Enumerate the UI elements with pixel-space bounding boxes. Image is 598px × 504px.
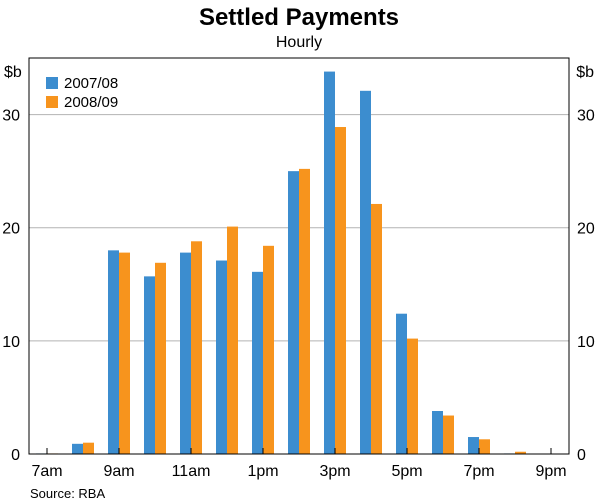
plot-frame <box>28 57 570 455</box>
y-tick-label-right: 10 <box>577 334 595 351</box>
bar-2008-09-7pm <box>479 439 490 454</box>
y-axis-right: 0 10 20 30 <box>577 108 595 464</box>
bar-2007-08-3pm <box>324 71 335 454</box>
bar-2008-09-10am <box>155 262 166 454</box>
source-note: Source: RBA <box>30 486 105 501</box>
y-tick-label-right: 20 <box>577 221 595 238</box>
bar-2008-09-8pm <box>515 451 526 454</box>
x-tick-label: 5pm <box>391 463 422 480</box>
y-tick-label-right: 0 <box>577 447 586 464</box>
legend-label-2008-09: 2008/09 <box>64 94 118 111</box>
bar-2007-08-12pm <box>216 260 227 454</box>
bar-2007-08-6pm <box>432 411 443 454</box>
bar-2008-09-1pm <box>263 245 274 454</box>
bar-2007-08-7pm <box>468 437 479 454</box>
y-tick-label-left: 10 <box>2 334 20 351</box>
x-tick-label: 9am <box>103 463 134 480</box>
bar-2008-09-5pm <box>407 338 418 454</box>
bar-2007-08-5pm <box>396 313 407 454</box>
y-axis-unit-left: $b <box>4 64 22 81</box>
bars <box>36 71 526 454</box>
x-tick-label: 7am <box>31 463 62 480</box>
x-tick-label: 1pm <box>247 463 278 480</box>
bar-2008-09-4pm <box>371 203 382 454</box>
bar-2008-09-2pm <box>299 168 310 454</box>
bar-2007-08-11am <box>180 252 191 454</box>
bar-2008-09-3pm <box>335 127 346 454</box>
legend-label-2007-08: 2007/08 <box>64 75 118 92</box>
bar-2007-08-1pm <box>252 271 263 454</box>
bar-2007-08-9am <box>108 250 119 454</box>
x-tick-label: 11am <box>172 463 211 480</box>
legend-swatch-2007-08 <box>46 77 58 89</box>
chart-subtitle: Hourly <box>276 34 322 51</box>
bar-2008-09-6pm <box>443 415 454 454</box>
bar-2008-09-11am <box>191 241 202 454</box>
x-axis: 7am 9am 11am 1pm 3pm 5pm 7pm 9pm <box>31 448 567 480</box>
bar-2008-09-12pm <box>227 226 238 454</box>
y-tick-label-left: 30 <box>2 108 20 125</box>
bar-2007-08-8am <box>72 443 83 454</box>
chart-title: Settled Payments <box>199 4 399 31</box>
x-tick-label: 7pm <box>463 463 494 480</box>
bar-2007-08-4pm <box>360 90 371 454</box>
legend-swatch-2008-09 <box>46 96 58 108</box>
legend: 2007/08 2008/09 <box>46 75 118 111</box>
x-tick-label: 9pm <box>535 463 566 480</box>
y-axis-left: 0 10 20 30 <box>2 108 20 464</box>
bar-2008-09-8am <box>83 442 94 454</box>
y-axis-unit-right: $b <box>576 64 594 81</box>
bar-2007-08-10am <box>144 276 155 454</box>
bar-2008-09-9am <box>119 252 130 454</box>
bar-2007-08-2pm <box>288 171 299 454</box>
y-tick-label-right: 30 <box>577 108 595 125</box>
x-tick-label: 3pm <box>319 463 350 480</box>
y-tick-label-left: 20 <box>2 221 20 238</box>
y-tick-label-left: 0 <box>11 447 20 464</box>
